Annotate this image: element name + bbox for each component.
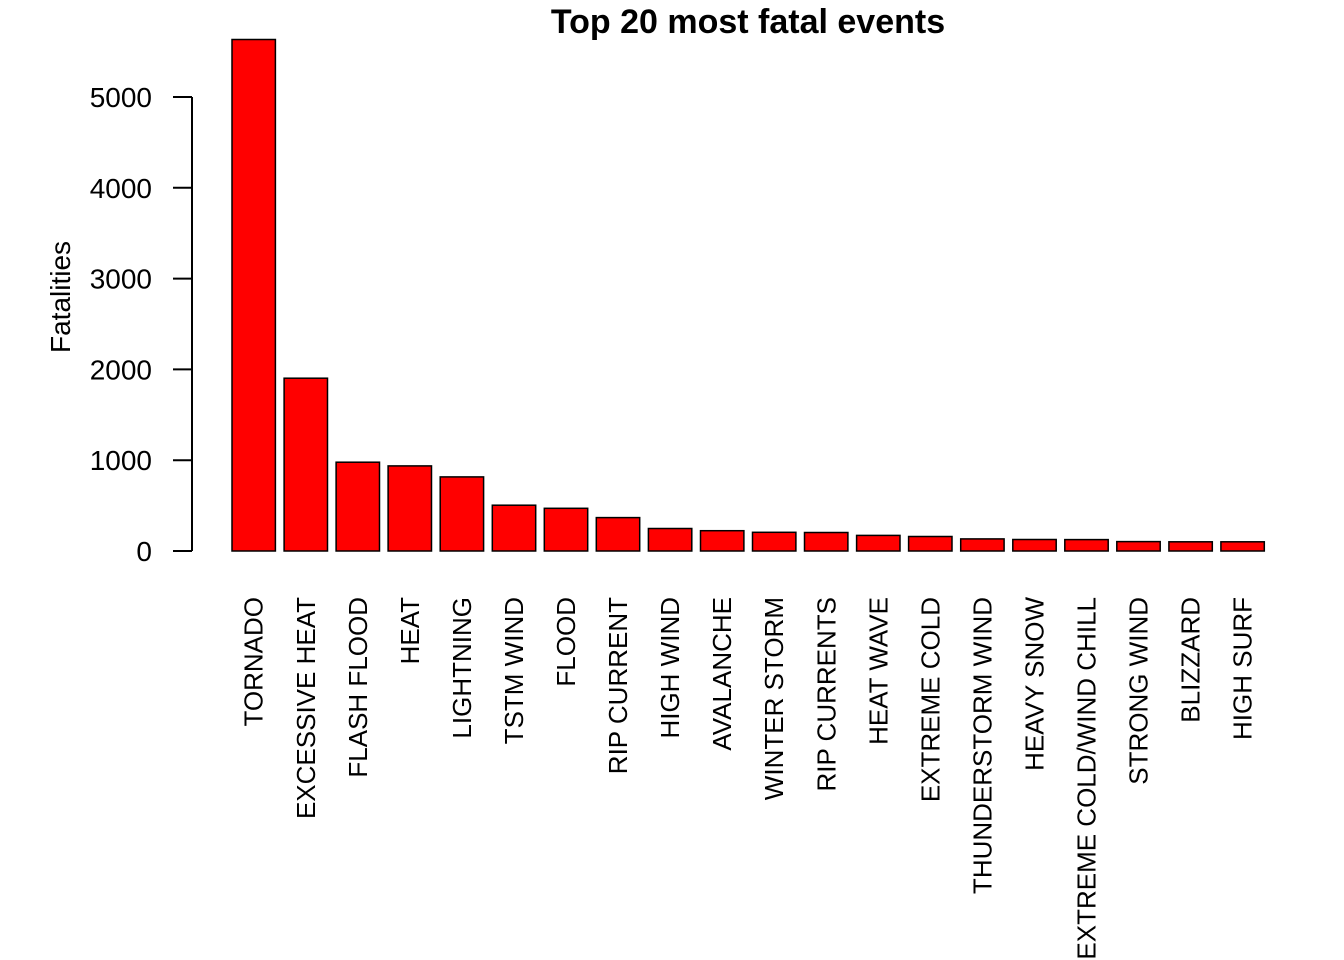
y-tick-label: 2000 — [90, 354, 152, 385]
bar — [1064, 538, 1109, 552]
category-label: STRONG WIND — [1124, 597, 1154, 785]
bar — [1220, 541, 1266, 552]
category-label: EXTREME COLD/WIND CHILL — [1072, 597, 1102, 960]
bar — [1012, 538, 1057, 552]
category-label: HIGH WIND — [655, 597, 685, 739]
bar — [439, 476, 485, 552]
category-label: BLIZZARD — [1176, 597, 1206, 723]
bar — [699, 529, 745, 552]
category-label: FLOOD — [551, 597, 581, 687]
y-axis-label: Fatalities — [45, 241, 76, 353]
bar — [231, 38, 277, 552]
y-axis: 0 1000 2000 3000 4000 5000 — [90, 82, 193, 567]
category-label: RIP CURRENTS — [811, 597, 841, 792]
category-label: HEAT — [395, 597, 425, 665]
y-tick-label: 5000 — [90, 82, 152, 113]
category-label: TORNADO — [239, 597, 269, 727]
category-label: HEAVY SNOW — [1020, 597, 1050, 771]
bars — [231, 38, 1266, 552]
bar — [751, 531, 797, 552]
bar — [335, 461, 381, 552]
bar — [387, 465, 433, 552]
bar — [647, 527, 693, 552]
category-label: THUNDERSTORM WIND — [967, 597, 997, 894]
category-label: AVALANCHE — [707, 597, 737, 751]
category-label: WINTER STORM — [759, 597, 789, 800]
y-tick-label: 1000 — [90, 445, 152, 476]
y-tick-label: 0 — [136, 536, 152, 567]
category-label: TSTM WIND — [499, 597, 529, 744]
y-tick-label: 4000 — [90, 173, 152, 204]
category-label: HEAT WAVE — [863, 597, 893, 745]
category-label: EXTREME COLD — [915, 597, 945, 802]
bar — [595, 516, 641, 552]
category-label: EXCESSIVE HEAT — [291, 597, 321, 819]
bar — [283, 377, 329, 552]
category-labels: TORNADO EXCESSIVE HEAT FLASH FLOOD HEAT LIGH… — [239, 597, 1258, 960]
category-label: HIGH SURF — [1228, 597, 1258, 740]
chart-title: Top 20 most fatal events — [551, 3, 945, 41]
category-label: LIGHTNING — [447, 597, 477, 739]
bar — [959, 538, 1005, 552]
category-label: RIP CURRENT — [603, 597, 633, 774]
bar — [907, 535, 953, 552]
category-label: FLASH FLOOD — [343, 597, 373, 778]
bar — [855, 534, 901, 552]
bar — [491, 504, 537, 552]
bar — [803, 531, 849, 552]
bar — [1168, 541, 1214, 552]
bar — [543, 507, 589, 552]
y-tick-label: 3000 — [90, 264, 152, 295]
bar — [1116, 540, 1161, 552]
